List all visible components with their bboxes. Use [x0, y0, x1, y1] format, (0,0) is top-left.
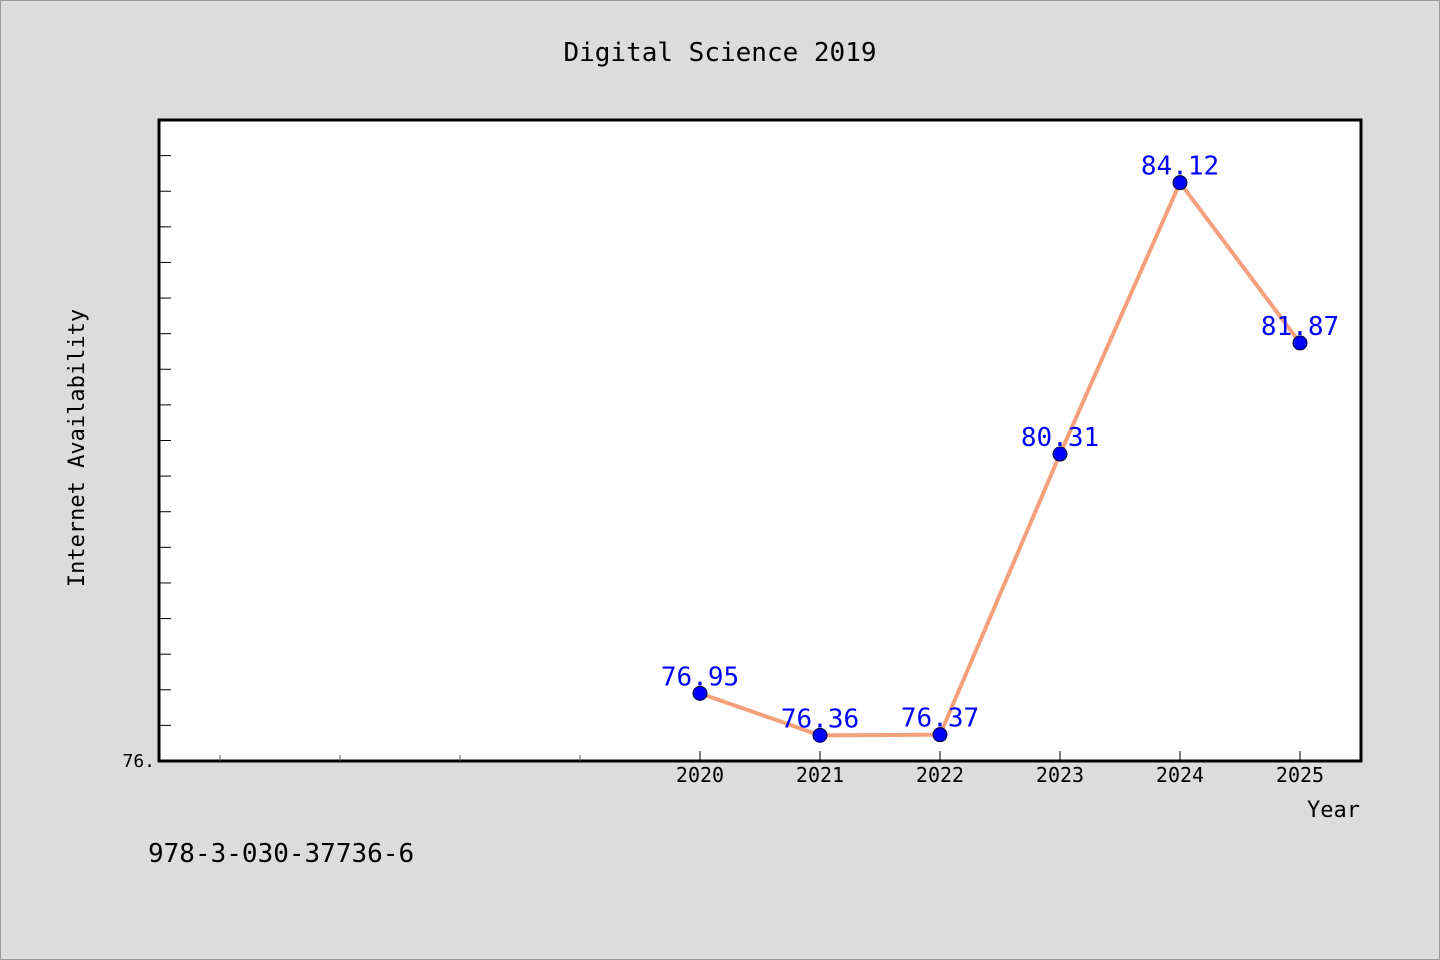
- data-label: 81.87: [1261, 312, 1339, 342]
- data-point: [812, 727, 828, 743]
- data-point: [932, 727, 948, 743]
- chart-title: Digital Science 2019: [563, 38, 876, 68]
- data-points: [692, 175, 1308, 743]
- data-point: [1292, 335, 1308, 351]
- series-line: [699, 180, 1302, 738]
- x-tick-label: 2022: [916, 763, 964, 787]
- y-axis-label: Internet Availability: [65, 309, 90, 587]
- x-tick-label: 2025: [1276, 763, 1324, 787]
- data-label: 76.36: [781, 704, 859, 734]
- footer-text: 978-3-030-37736-6: [148, 839, 414, 869]
- x-axis-minor-ticks: [219, 751, 1301, 761]
- data-label: 84.12: [1141, 152, 1219, 182]
- data-label: 76.37: [901, 704, 979, 734]
- x-tick-label: 2024: [1156, 763, 1204, 787]
- data-label: 76.95: [661, 662, 739, 692]
- data-point: [692, 685, 708, 701]
- y-tick-label: 76.: [122, 751, 155, 772]
- x-tick-label: 2021: [796, 763, 844, 787]
- plot-area: [157, 118, 1363, 763]
- data-point: [1052, 446, 1068, 462]
- y-axis-ticks: [159, 155, 171, 726]
- data-labels: 76.95 76.36 76.37 80.31 84.12 81.87: [661, 152, 1339, 735]
- x-axis-tick-labels: 2020 2021 2022 2023 2024 2025: [676, 763, 1324, 787]
- x-tick-label: 2023: [1036, 763, 1084, 787]
- x-tick-label: 2020: [676, 763, 724, 787]
- data-label: 80.31: [1021, 423, 1099, 453]
- data-point: [1172, 175, 1188, 191]
- x-axis-label: Year: [1307, 798, 1360, 823]
